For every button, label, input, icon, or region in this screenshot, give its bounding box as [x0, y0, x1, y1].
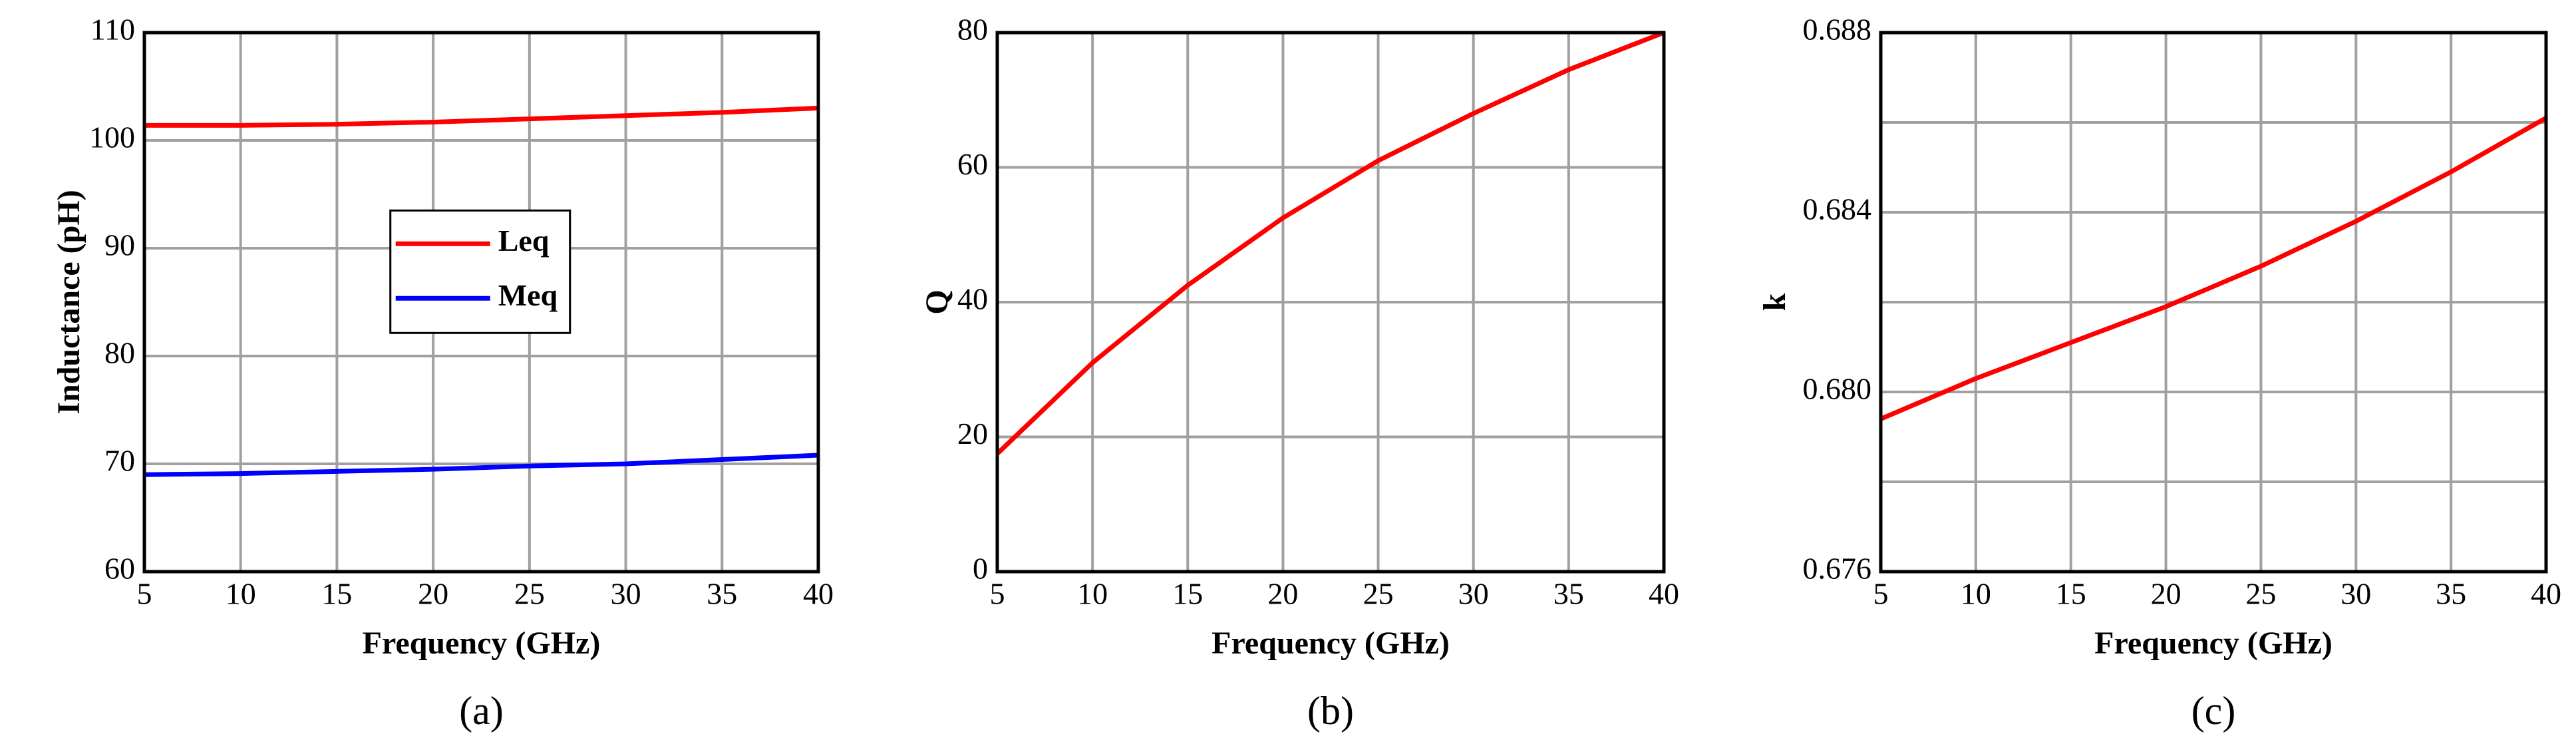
x-tick-label: 40 — [803, 577, 834, 611]
x-tick-label: 10 — [226, 577, 256, 611]
legend-label: Leq — [498, 224, 550, 258]
y-tick-label: 80 — [957, 13, 988, 47]
caption: (b) — [1307, 689, 1354, 733]
x-tick-label: 25 — [514, 577, 545, 611]
y-tick-label: 0.688 — [1803, 13, 1872, 47]
x-tick-label: 5 — [137, 577, 152, 611]
legend: Leq Meq — [389, 209, 571, 334]
x-tick-label: 15 — [2056, 577, 2086, 611]
caption: (a) — [459, 689, 504, 733]
y-axis-title: Inductance (pH) — [51, 190, 86, 414]
plot-frame — [995, 31, 1666, 574]
y-tick-label: 90 — [104, 228, 135, 262]
x-tick-label: 35 — [1553, 577, 1584, 611]
y-tick-label: 100 — [89, 120, 135, 154]
y-tick-label: 40 — [957, 282, 988, 316]
legend-box — [389, 209, 571, 334]
x-tick-label: 30 — [1458, 577, 1489, 611]
series-line — [1879, 116, 2547, 421]
x-tick-label: 20 — [2151, 577, 2181, 611]
series-line — [144, 105, 819, 128]
x-tick-label: 5 — [1873, 577, 1889, 611]
legend-label: Meq — [498, 278, 558, 312]
y-tick-label: 80 — [104, 336, 135, 370]
x-tick-label: 35 — [2436, 577, 2466, 611]
x-tick-label: 5 — [990, 577, 1005, 611]
x-axis-title: Frequency (GHz) — [1211, 626, 1450, 661]
x-tick-label: 20 — [418, 577, 448, 611]
y-tick-label: 0.684 — [1803, 192, 1872, 226]
y-tick-label: 0.680 — [1803, 372, 1872, 406]
x-tick-label: 10 — [1961, 577, 1991, 611]
x-tick-label: 35 — [707, 577, 737, 611]
y-axis-title: k — [1757, 293, 1792, 311]
x-axis-title: Frequency (GHz) — [2094, 626, 2333, 661]
x-tick-label: 25 — [2245, 577, 2276, 611]
y-tick-label: 60 — [104, 552, 135, 586]
y-tick-label: 60 — [957, 147, 988, 181]
x-tick-label: 40 — [1649, 577, 1679, 611]
x-tick-label: 30 — [2340, 577, 2371, 611]
y-tick-label: 20 — [957, 417, 988, 451]
series-line — [144, 453, 819, 477]
x-tick-label: 40 — [2531, 577, 2561, 611]
x-tick-label: 15 — [321, 577, 352, 611]
caption: (c) — [2191, 689, 2236, 733]
x-tick-label: 15 — [1172, 577, 1203, 611]
y-tick-label: 0 — [973, 552, 988, 586]
series-line — [995, 30, 1665, 456]
plot-frame — [1879, 31, 2548, 574]
x-tick-label: 25 — [1363, 577, 1394, 611]
y-tick-label: 0.676 — [1803, 552, 1872, 586]
y-tick-label: 110 — [90, 13, 135, 47]
plot-frame — [142, 31, 820, 574]
y-axis-title: Q — [919, 289, 955, 314]
x-tick-label: 20 — [1267, 577, 1298, 611]
x-axis-title: Frequency (GHz) — [363, 626, 601, 661]
y-tick-label: 70 — [104, 444, 135, 478]
x-tick-label: 10 — [1077, 577, 1108, 611]
x-tick-label: 30 — [611, 577, 641, 611]
